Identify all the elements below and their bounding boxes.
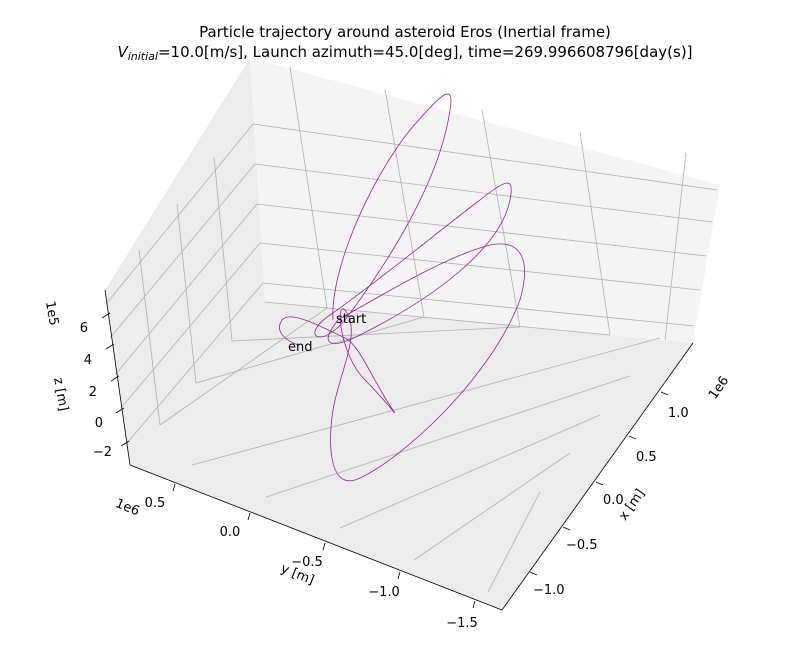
pane-floor	[130, 302, 693, 610]
y-tick-label: 0.0	[220, 525, 241, 540]
y-tick-label: −0.5	[291, 555, 323, 570]
chart-title-line1: Particle trajectory around asteroid Eros…	[199, 23, 611, 41]
axis-lines	[104, 289, 694, 611]
z-axis-line	[104, 289, 131, 466]
z-tick-label: 6	[80, 321, 88, 336]
z-offset-label: 1e5	[42, 300, 61, 327]
x-tick-label: −0.5	[566, 538, 598, 553]
x-axis-line	[501, 342, 694, 611]
x-tick-label: −1.0	[533, 583, 565, 598]
x-tick-label: 0.5	[636, 450, 657, 465]
y-tick-label: 0.5	[145, 496, 166, 511]
y-tick-label: −1.5	[446, 616, 478, 631]
x-tick-label: 1.0	[668, 406, 689, 421]
y-axis-line	[129, 464, 503, 611]
z-axis-label: z [m]	[50, 376, 71, 412]
z-tick-label: 0	[95, 416, 103, 431]
trajectory-line	[279, 93, 525, 482]
title-params: =10.0[m/s], Launch azimuth=45.0[deg], ti…	[158, 43, 693, 61]
y-offset-label: 1e6	[113, 496, 141, 519]
annotation-end: end	[288, 340, 313, 355]
annotation-start: start	[336, 312, 366, 327]
pane-back-left	[105, 58, 265, 465]
y-tick-label: −1.0	[368, 585, 400, 600]
z-tick-label: 4	[84, 353, 92, 368]
title-v-symbol: V	[117, 43, 129, 61]
title-v-subscript: initial	[128, 50, 158, 63]
pane-back-right	[250, 58, 720, 343]
z-tick-label: −2	[93, 445, 112, 460]
tick-marks	[101, 312, 669, 609]
chart-title-line2: Vinitial=10.0[m/s], Launch azimuth=45.0[…	[117, 43, 692, 63]
x-offset-label: 1e6	[706, 374, 732, 403]
x-tick-label: 0.0	[603, 493, 624, 508]
z-tick-label: 2	[89, 385, 97, 400]
